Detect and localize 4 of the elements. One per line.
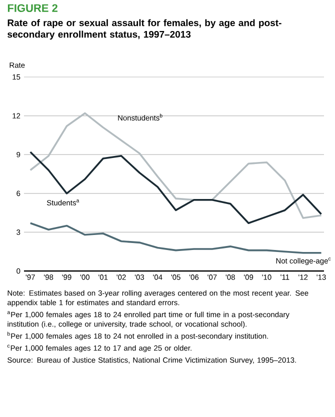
line-series: [30, 222, 322, 254]
chart-subtitle: Rate of rape or sexual assault for females, by age and post-secondary enrollment status, 1997–2013: [8, 19, 282, 40]
line-series: [30, 151, 322, 224]
chart-title: FIGURE 2: [8, 4, 58, 12]
